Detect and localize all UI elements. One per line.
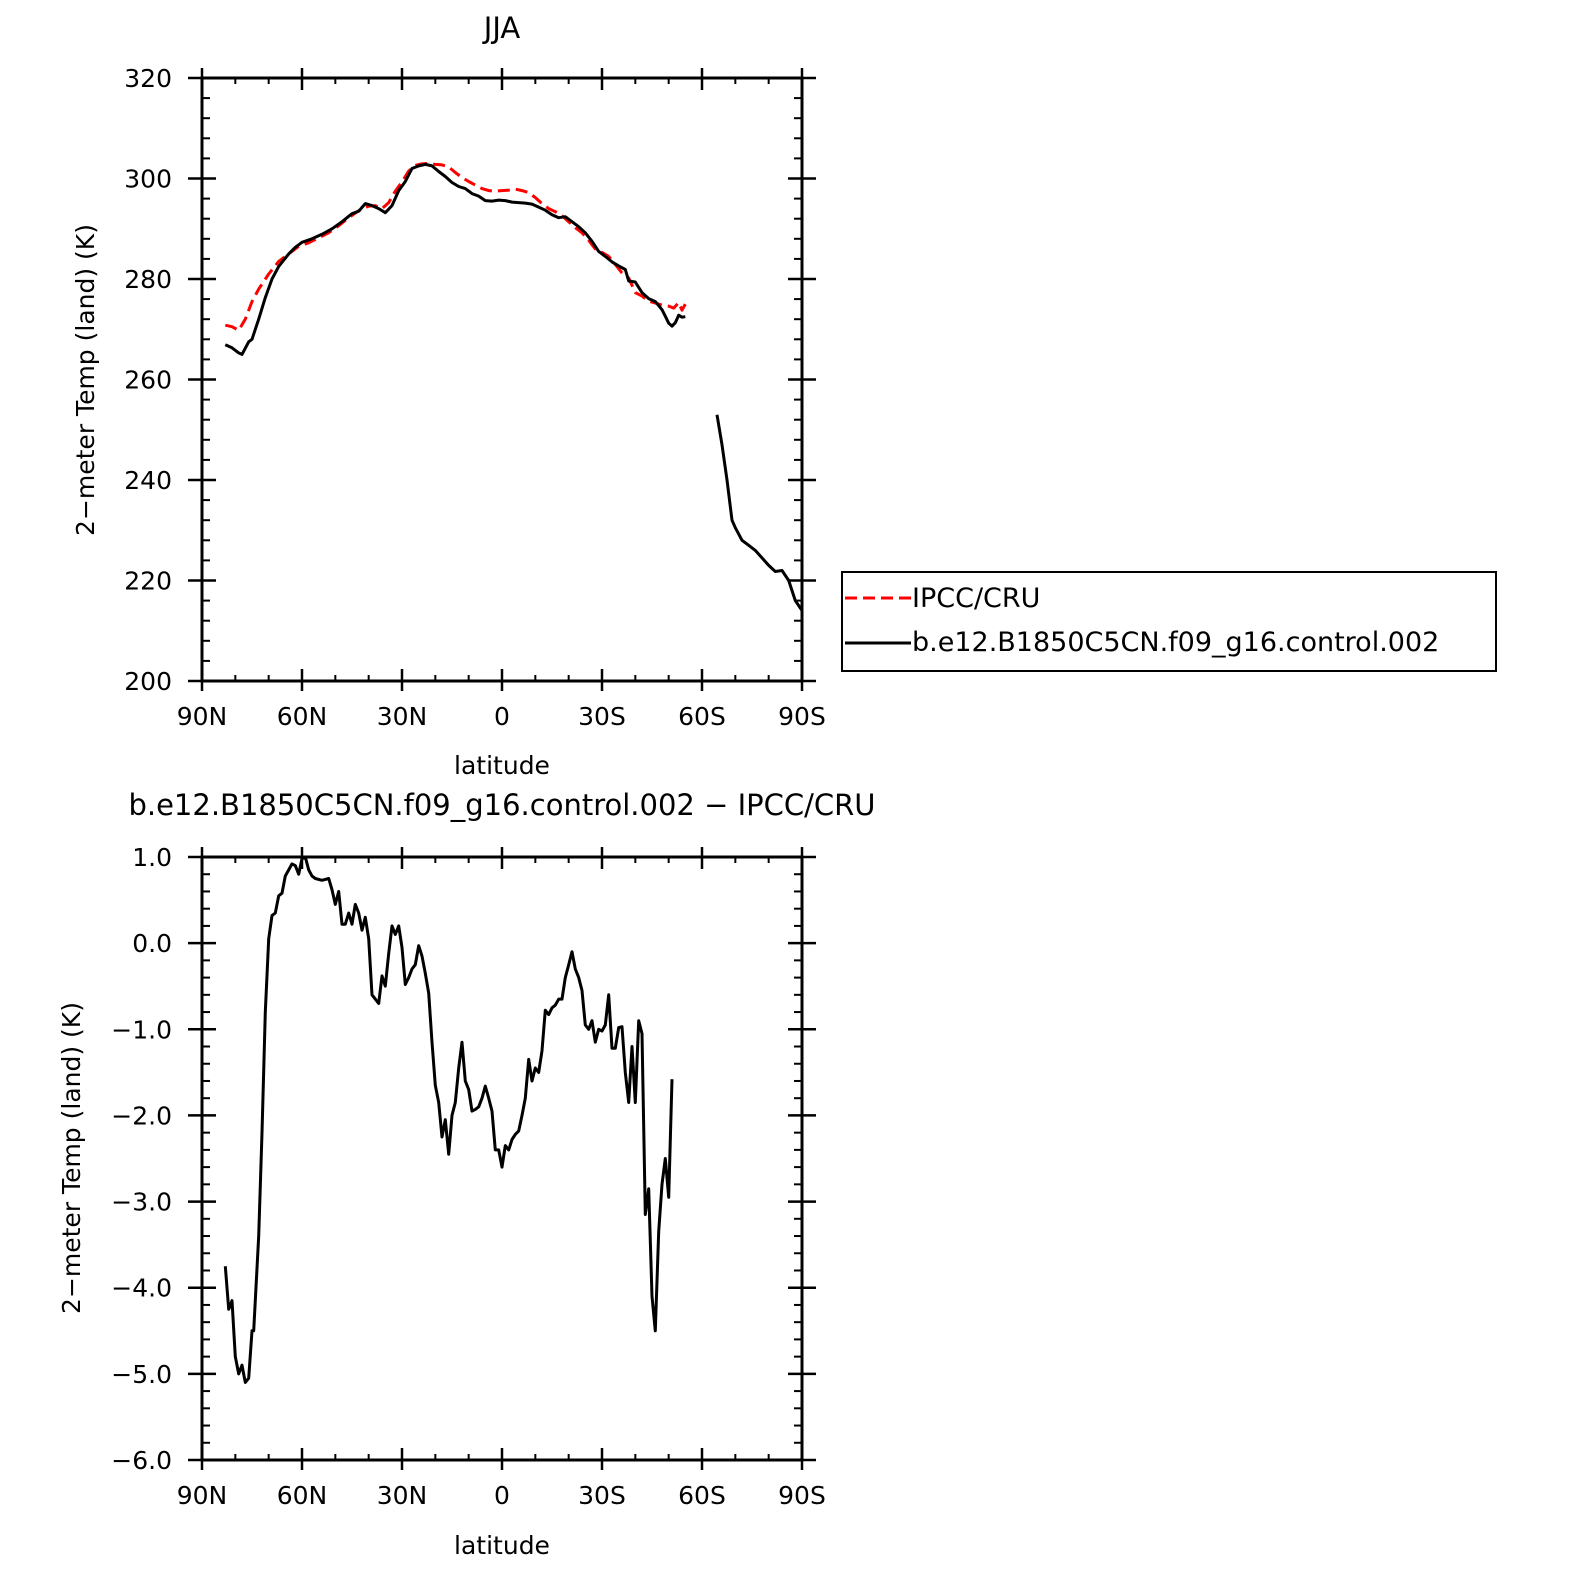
bottom-x-tick-label: 30N bbox=[377, 1481, 428, 1510]
legend-label-model: b.e12.B1850C5CN.f09_g16.control.002 bbox=[912, 627, 1439, 658]
legend-label-ipcc-cru: IPCC/CRU bbox=[912, 583, 1040, 614]
top-y-tick-label: 320 bbox=[124, 64, 172, 93]
top-y-tick-label: 200 bbox=[124, 667, 172, 696]
bottom-chart-title: b.e12.B1850C5CN.f09_g16.control.002 − IP… bbox=[128, 788, 875, 822]
top-series-line-b-e12-b1850c5cn-f09-g16-control-002 bbox=[715, 414, 804, 612]
top-y-tick-label: 220 bbox=[124, 567, 172, 596]
legend: IPCC/CRU b.e12.B1850C5CN.f09_g16.control… bbox=[841, 571, 1497, 672]
top-plot-frame bbox=[200, 76, 804, 683]
top-y-tick-label: 280 bbox=[124, 265, 172, 294]
top-y-tick-label: 260 bbox=[124, 366, 172, 395]
top-x-tick-label: 90S bbox=[778, 702, 826, 731]
bottom-x-axis-label: latitude bbox=[454, 1531, 550, 1560]
top-y-axis-label: 2−meter Temp (land) (K) bbox=[71, 224, 100, 536]
top-y-tick-label: 240 bbox=[124, 466, 172, 495]
top-series-layer bbox=[224, 161, 804, 612]
top-x-tick-label: 60N bbox=[277, 702, 328, 731]
bottom-series-line-difference bbox=[223, 855, 674, 1384]
top-ticks-layer: 90N 60N 30N 0 30S 60S 90S 200 220 240 260 280 300 320 bbox=[124, 64, 826, 731]
bottom-y-tick-label: 0.0 bbox=[132, 929, 172, 958]
bottom-x-tick-label: 90S bbox=[778, 1481, 826, 1510]
bottom-y-tick-label: −4.0 bbox=[111, 1274, 172, 1303]
bottom-y-tick-label: 1.0 bbox=[132, 843, 172, 872]
top-x-tick-label: 30S bbox=[578, 702, 626, 731]
bottom-y-tick-label: −5.0 bbox=[111, 1360, 172, 1389]
top-chart-title: JJA bbox=[482, 11, 521, 45]
bottom-y-tick-label: −2.0 bbox=[111, 1101, 172, 1130]
bottom-y-tick-label: −3.0 bbox=[111, 1188, 172, 1217]
top-y-tick-label: 300 bbox=[124, 165, 172, 194]
bottom-ticks-layer: 90N 60N 30N 0 30S 60S 90S −6.0 −5.0 −4.0 −3.0 −2.0 −… bbox=[111, 843, 826, 1510]
top-x-tick-label: 90N bbox=[177, 702, 228, 731]
top-series-line-b-e12-b1850c5cn-f09-g16-control-002 bbox=[224, 162, 686, 356]
bottom-y-tick-label: −1.0 bbox=[111, 1015, 172, 1044]
bottom-panel: b.e12.B1850C5CN.f09_g16.control.002 − IP… bbox=[57, 788, 876, 1560]
bottom-x-tick-label: 0 bbox=[494, 1481, 510, 1510]
bottom-y-tick-label: −6.0 bbox=[111, 1446, 172, 1475]
bottom-y-axis-label: 2−meter Temp (land) (K) bbox=[57, 1002, 86, 1314]
bottom-series-layer bbox=[223, 855, 674, 1384]
legend-box bbox=[841, 571, 1497, 672]
top-panel: JJA 90N 60N 30N 0 30S 60S 90S 200 220 240 260 280 30… bbox=[71, 11, 1497, 780]
top-x-tick-label: 0 bbox=[494, 702, 510, 731]
bottom-x-tick-label: 30S bbox=[578, 1481, 626, 1510]
bottom-x-tick-label: 60N bbox=[277, 1481, 328, 1510]
top-x-tick-label: 30N bbox=[377, 702, 428, 731]
top-x-axis-label: latitude bbox=[454, 751, 550, 780]
top-x-tick-label: 60S bbox=[678, 702, 726, 731]
bottom-x-tick-label: 60S bbox=[678, 1481, 726, 1510]
bottom-x-tick-label: 90N bbox=[177, 1481, 228, 1510]
